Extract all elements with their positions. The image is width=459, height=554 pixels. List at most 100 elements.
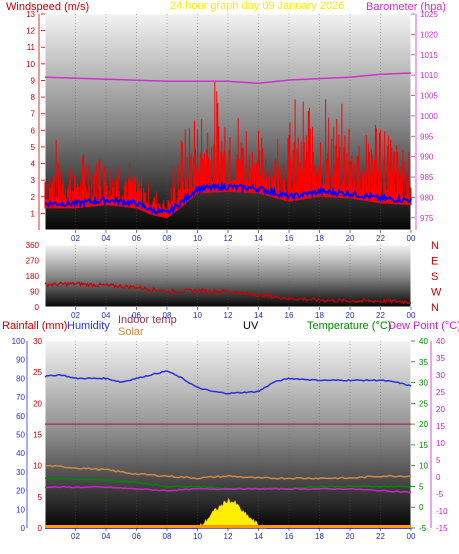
solar-label: Solar [118,326,144,338]
rain-y-label: 10 [33,462,42,471]
x-tick-label: 18 [315,311,324,320]
x-tick-label: 20 [346,532,355,541]
dew-y-label: 10 [436,439,445,448]
dew-y-label: 40 [436,337,445,346]
dew-y-label: -10 [436,507,448,516]
x-tick-label: 06 [132,234,141,243]
baro-y-label: 1015 [420,51,438,60]
x-tick-label: 06 [132,311,141,320]
temp-y-label: 40 [419,337,428,346]
dew-y-label: 5 [436,456,441,465]
x-tick-label: 16 [285,234,294,243]
x-tick-label: 18 [315,234,324,243]
chart-title: 24 hour graph day 09 January 2026 [170,0,344,12]
temp-y-label: 10 [419,462,428,471]
wind-y-label: 3 [31,176,36,185]
baro-y-label: 1000 [420,112,438,121]
wind-y-label: 7 [31,110,36,119]
dew-y-label: 15 [436,422,445,431]
x-tick-label: 10 [193,234,202,243]
temp-y-label: 20 [419,420,428,429]
x-tick-label: 20 [346,234,355,243]
temp-y-label: 0 [419,503,424,512]
x-tick-label: 12 [224,311,233,320]
wind-y-label: 9 [31,76,36,85]
compass-label: S [431,271,438,283]
temp-y-label: 35 [419,358,428,367]
humidity-y-label: 60 [16,412,25,421]
wind-y-label: 2 [31,193,36,202]
wind-y-label: 8 [31,93,36,102]
x-tick-label: 04 [102,311,111,320]
compass-label: W [431,287,442,299]
dewpoint-series [44,485,412,494]
x-tick-label: 12 [224,234,233,243]
baro-y-label: 975 [420,214,434,223]
compass-label: N [431,240,439,252]
humidity-y-label: 80 [16,374,25,383]
dew-y-label: 20 [436,405,445,414]
x-tick-label: 10 [193,532,202,541]
humidity-y-label: 100 [12,337,26,346]
x-tick-label: 22 [376,234,385,243]
dew-y-label: 0 [436,473,441,482]
x-tick-label: 14 [254,311,263,320]
barometer-axis-label: Barometer (hpa) [366,1,446,13]
x-tick-label: 12 [224,532,233,541]
x-tick-label: 20 [346,311,355,320]
solar-baseline [45,525,411,528]
baro-y-label: 980 [420,193,434,202]
humidity-y-label: 90 [16,356,25,365]
dew-y-label: -15 [436,524,448,533]
wind-y-label: 10 [26,60,35,69]
x-tick-label: 14 [254,532,263,541]
humidity-y-label: 20 [16,487,25,496]
dewpoint-axis-label: Dew Point (°C) [388,320,459,332]
x-tick-label: 04 [102,532,111,541]
rainfall-axis-label: Rainfall (mm) [2,320,67,332]
temp-y-label: 25 [419,399,428,408]
average-wind-series [44,180,412,216]
rain-y-label: 25 [33,368,42,377]
dew-y-label: -5 [436,490,444,499]
direction-y-label: 90 [30,288,39,297]
panels [44,13,412,529]
x-tick-label: 06 [132,532,141,541]
direction-y-label: 0 [35,303,40,312]
wind-y-label: 6 [31,126,36,135]
dew-y-label: 25 [436,388,445,397]
rain-y-label: 30 [33,337,42,346]
x-tick-label: 16 [285,311,294,320]
x-tick-label: 16 [285,532,294,541]
humidity-y-label: 0 [21,524,26,533]
labels: Windspeed (m/s) 24 hour graph day 09 Jan… [2,0,459,338]
humidity-series [44,370,412,395]
baro-y-label: 995 [420,132,434,141]
humidity-y-label: 50 [16,431,25,440]
wind-y-label: 12 [26,27,35,36]
barometer-series [44,72,412,85]
x-tick-label: 02 [71,532,80,541]
x-tick-label: 00 [407,532,416,541]
compass-label: E [431,256,438,268]
solar-series [44,464,412,480]
x-tick-label: 02 [71,234,80,243]
temp-y-label: 5 [419,482,424,491]
temp-y-label: 15 [419,441,428,450]
x-tick-label: 02 [71,311,80,320]
x-tick-label: 08 [163,532,172,541]
compass-label: N [431,302,439,314]
wind-y-label: 4 [31,160,36,169]
wind-y-label: 11 [27,43,36,52]
x-tick-label: 08 [163,311,172,320]
baro-y-label: 990 [420,153,434,162]
baro-y-label: 1020 [420,30,438,39]
direction-y-label: 270 [26,257,40,266]
wind-y-label: 13 [26,10,35,19]
wind-y-label: 5 [31,143,36,152]
uv-area [197,497,267,529]
rain-y-label: 20 [33,399,42,408]
temp-y-label: -5 [419,524,427,533]
x-tick-label: 10 [193,311,202,320]
